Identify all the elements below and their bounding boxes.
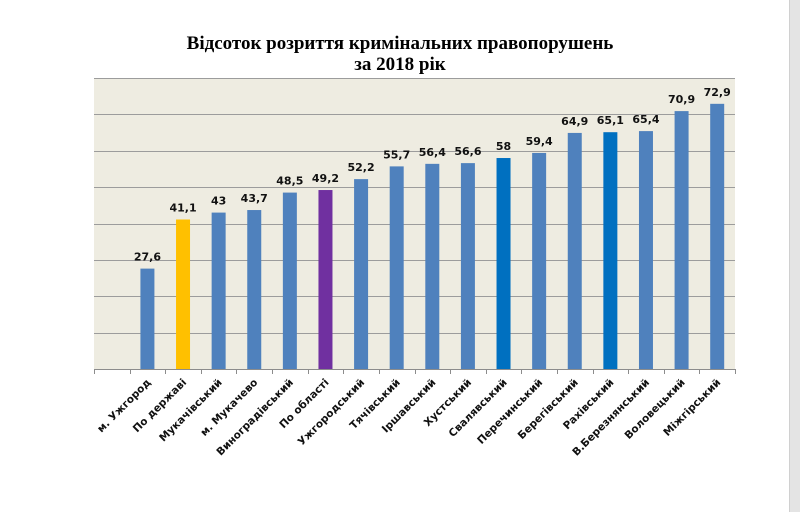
bar — [318, 190, 333, 369]
bar — [140, 268, 155, 369]
category-label: Перечинський — [475, 377, 545, 447]
x-axis — [94, 369, 736, 374]
bars — [140, 103, 725, 370]
bar-value-label: 43,7 — [241, 192, 268, 205]
bar-value-label: 52,2 — [348, 161, 375, 174]
bar-value-label: 41,1 — [169, 201, 196, 214]
bar-value-label: 65,1 — [597, 114, 624, 127]
bar — [211, 212, 226, 369]
bar — [389, 166, 404, 369]
chart-subtitle: за 2018 рік — [354, 54, 446, 75]
chart-title-block: Відсоток розриття кримінальних правопору… — [0, 33, 800, 75]
bar — [603, 132, 618, 369]
category-label: Воловецький — [623, 377, 688, 442]
bar-value-label: 56,4 — [419, 146, 446, 159]
bar-value-label: 55,7 — [383, 148, 410, 161]
bar — [425, 163, 440, 369]
bar-value-label: 64,9 — [561, 115, 588, 128]
bar — [567, 132, 582, 369]
bar — [674, 111, 689, 369]
window-edge-strip — [789, 0, 800, 512]
data-labels: 27,6 41,1 43 43,7 48,5 49,2 52,2 55,7 56,4 56,6 58… — [134, 86, 731, 264]
bar — [496, 158, 511, 369]
bar — [710, 103, 725, 370]
bar-value-label: 72,9 — [704, 86, 731, 99]
category-label: Мукачівський — [157, 377, 225, 445]
gridlines — [94, 78, 735, 334]
bar-value-label: 48,5 — [276, 175, 303, 188]
bar-value-label: 58 — [496, 140, 511, 153]
plot-area — [94, 78, 735, 369]
bar-value-label: 70,9 — [668, 93, 695, 106]
bar-value-label: 65,4 — [632, 113, 659, 126]
bar-value-label: 43 — [211, 195, 226, 208]
bar — [354, 179, 369, 369]
bar — [247, 210, 262, 369]
chart-title: Відсоток розриття кримінальних правопору… — [186, 33, 614, 54]
bar-value-label: 59,4 — [526, 135, 553, 148]
bar — [282, 192, 297, 369]
bar-value-label: 56,6 — [454, 145, 481, 158]
bar-value-label: 27,6 — [134, 251, 161, 264]
category-label: Берегівський — [516, 377, 581, 442]
bar — [460, 163, 475, 369]
category-label: Ужгородський — [296, 377, 368, 449]
bar — [176, 219, 191, 369]
bar — [638, 131, 653, 369]
bar-value-label: 49,2 — [312, 172, 339, 185]
bar — [532, 152, 547, 369]
